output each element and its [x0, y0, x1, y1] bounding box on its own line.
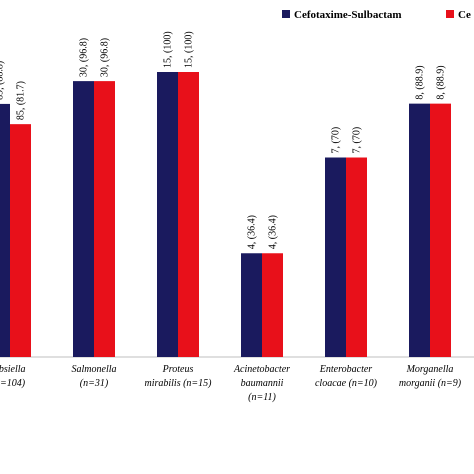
- category-label-6-line-1: Morganella: [406, 364, 454, 375]
- category-label-1-line-2: n=104): [0, 378, 26, 389]
- bar-series-2-group-2: [94, 81, 115, 358]
- data-label-series-2-group-2: 30, (96.8): [100, 38, 111, 77]
- category-label-2-line-1: Salmonella: [72, 364, 117, 375]
- bar-series-1-group-1: [0, 103, 10, 357]
- category-label-6-line-2: morganii (n=9): [399, 378, 462, 389]
- bar-series-1-group-6: [409, 103, 430, 357]
- data-label-series-1-group-5: 7, (70): [331, 127, 342, 154]
- data-label-series-2-group-6: 8, (88.9): [436, 65, 447, 99]
- bar-series-1-group-5: [325, 157, 346, 357]
- category-label-4-line-1: Acinetobacter: [233, 364, 290, 375]
- data-label-series-1-group-6: 8, (88.9): [415, 65, 426, 99]
- data-label-series-1-group-3: 15, (100): [163, 31, 174, 68]
- bar-series-2-group-4: [262, 253, 283, 357]
- data-label-series-2-group-1: 85, (81.7): [16, 81, 27, 120]
- legend-swatch-1: [282, 10, 290, 18]
- category-label-1-line-1: ebsiella: [0, 364, 26, 375]
- data-label-series-1-group-2: 30, (96.8): [79, 38, 90, 77]
- bar-series-2-group-5: [346, 157, 367, 357]
- bar-series-1-group-2: [73, 81, 94, 358]
- data-label-series-2-group-3: 15, (100): [184, 31, 195, 68]
- data-label-series-1-group-1: 89, (88.8): [0, 61, 6, 100]
- data-label-series-2-group-4: 4, (36.4): [268, 215, 279, 249]
- bar-series-2-group-1: [10, 124, 31, 357]
- bar-series-1-group-3: [157, 72, 178, 357]
- legend-swatch-2: [446, 10, 454, 18]
- bar-series-1-group-4: [241, 253, 262, 357]
- category-label-5-line-1: Enterobacter: [319, 364, 373, 375]
- category-label-2-line-2: (n=31): [80, 378, 109, 389]
- data-label-series-1-group-4: 4, (36.4): [247, 215, 258, 249]
- bar-series-2-group-3: [178, 72, 199, 357]
- category-label-4-line-2: baumannii: [241, 378, 284, 389]
- bar-series-2-group-6: [430, 103, 451, 357]
- category-label-4-line-3: (n=11): [248, 392, 276, 403]
- legend-label-2: Ce: [458, 9, 471, 21]
- data-label-series-2-group-5: 7, (70): [352, 127, 363, 154]
- category-label-3-line-1: Proteus: [162, 364, 194, 375]
- legend-label-1: Cefotaxime-Sulbactam: [294, 9, 402, 21]
- category-label-5-line-2: cloacae (n=10): [315, 378, 378, 389]
- category-label-3-line-2: mirabilis (n=15): [144, 378, 212, 389]
